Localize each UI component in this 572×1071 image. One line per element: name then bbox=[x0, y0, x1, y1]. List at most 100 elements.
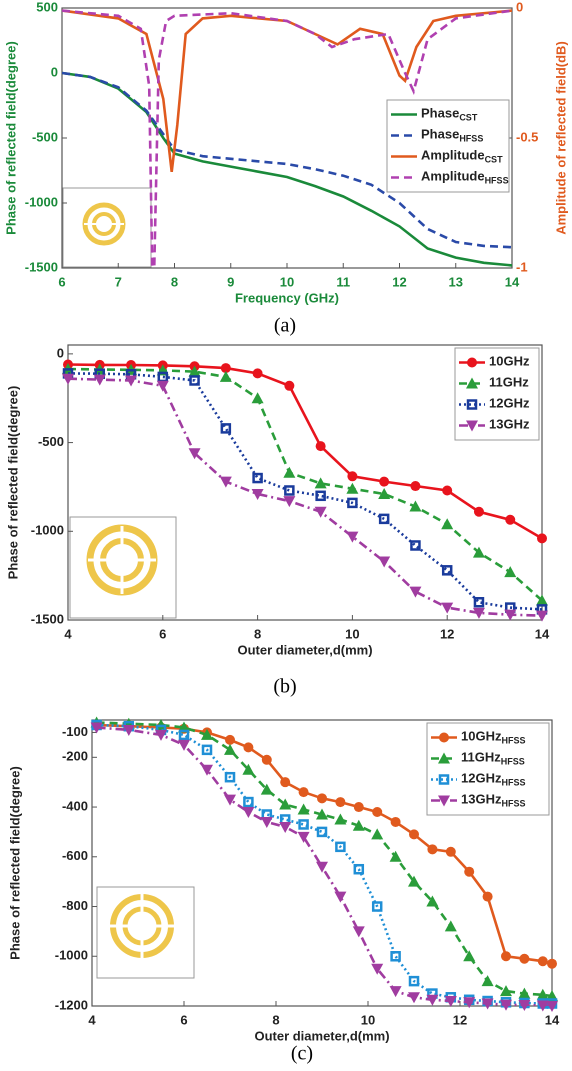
marker bbox=[279, 821, 292, 833]
marker bbox=[442, 485, 453, 496]
marker bbox=[224, 794, 236, 806]
x-tick-label: 11 bbox=[336, 274, 350, 289]
marker bbox=[298, 819, 309, 830]
marker bbox=[316, 808, 328, 820]
marker bbox=[280, 777, 291, 788]
legend-name: 13GHz bbox=[461, 792, 502, 807]
marker bbox=[315, 490, 326, 502]
y-tick-label: -800 bbox=[62, 898, 88, 913]
marker bbox=[352, 819, 365, 831]
marker bbox=[90, 722, 103, 734]
marker bbox=[243, 742, 254, 753]
y-tick-label: -1500 bbox=[31, 611, 64, 626]
y-tick-label: 0 bbox=[57, 345, 64, 360]
marker bbox=[472, 546, 485, 558]
marker bbox=[242, 807, 255, 819]
legend-subscript: CST bbox=[459, 113, 478, 123]
legend-subscript: HFSS bbox=[485, 176, 509, 186]
legend-name: 10GHz bbox=[489, 354, 530, 369]
chart: 4 6 8 10 12 14 0 -500 -1000 -1500 Outer diameter,d… bbox=[5, 344, 550, 698]
y-tick-label: -100 bbox=[62, 724, 88, 739]
caption: (a) bbox=[274, 315, 296, 337]
marker bbox=[500, 999, 512, 1011]
legend-label: PhaseHFSS bbox=[421, 127, 483, 144]
y-tick-label: -200 bbox=[62, 749, 88, 764]
x-tick-label: 8 bbox=[272, 1012, 279, 1027]
marker bbox=[314, 506, 327, 518]
x-tick-label: 8 bbox=[171, 274, 178, 289]
marker bbox=[334, 891, 347, 903]
marker bbox=[251, 489, 264, 501]
x-tick-label: 10 bbox=[345, 626, 359, 641]
marker bbox=[466, 420, 478, 432]
x-tick-label: 6 bbox=[159, 626, 166, 641]
y-tick-label: -1000 bbox=[55, 948, 88, 963]
marker bbox=[252, 472, 263, 484]
y-tick-label: 0 bbox=[51, 64, 58, 79]
marker bbox=[243, 796, 254, 808]
marker bbox=[537, 533, 547, 544]
marker bbox=[504, 609, 517, 621]
legend-label: 10GHzHFSS bbox=[461, 729, 525, 746]
inset-frame bbox=[62, 187, 152, 268]
legend-name: 10GHz bbox=[461, 729, 502, 744]
marker bbox=[297, 831, 310, 843]
x-tick-label: 4 bbox=[64, 626, 72, 641]
plot-frame bbox=[67, 344, 543, 621]
x-tick-label: 10 bbox=[280, 274, 294, 289]
marker bbox=[505, 514, 516, 525]
marker bbox=[504, 566, 517, 578]
marker bbox=[346, 482, 359, 494]
plot-frame bbox=[91, 719, 553, 1007]
y-tick-label: -1500 bbox=[25, 259, 58, 274]
marker bbox=[155, 729, 167, 741]
marker bbox=[315, 441, 326, 452]
legend-subscript: HFSS bbox=[501, 757, 525, 767]
marker bbox=[316, 861, 328, 873]
marker bbox=[466, 399, 478, 410]
inset-c bbox=[96, 886, 195, 979]
x-tick-label: 14 bbox=[535, 626, 550, 641]
series-line bbox=[62, 9, 512, 268]
marker bbox=[317, 793, 327, 804]
y-axis-label: Phase of reflected field(degree) bbox=[7, 766, 22, 960]
x-tick-label: 10 bbox=[361, 1012, 375, 1027]
inset-a bbox=[62, 187, 152, 268]
marker bbox=[518, 1000, 531, 1012]
marker bbox=[201, 728, 213, 740]
marker bbox=[444, 996, 457, 1008]
marker bbox=[260, 816, 273, 828]
marker bbox=[251, 392, 264, 404]
marker bbox=[390, 951, 401, 962]
caption: (b) bbox=[273, 676, 296, 698]
marker bbox=[408, 992, 420, 1004]
marker bbox=[445, 846, 456, 857]
legend-name: Amplitude bbox=[421, 148, 485, 163]
marker bbox=[260, 783, 273, 795]
y2-tick-label: -1 bbox=[516, 259, 528, 274]
x-axis-label: Frequency (GHz) bbox=[235, 290, 339, 305]
y-tick-label: -1000 bbox=[31, 523, 64, 538]
marker bbox=[410, 540, 421, 551]
legend-subscript: HFSS bbox=[501, 736, 525, 746]
marker bbox=[438, 774, 450, 785]
marker bbox=[518, 987, 531, 999]
marker bbox=[188, 365, 201, 377]
marker bbox=[473, 597, 485, 608]
marker bbox=[189, 375, 200, 386]
x-tick-label: 13 bbox=[449, 274, 463, 289]
marker bbox=[334, 813, 347, 825]
marker bbox=[441, 602, 454, 614]
marker bbox=[371, 828, 384, 840]
marker bbox=[225, 734, 235, 745]
x-tick-label: 9 bbox=[227, 274, 234, 289]
marker bbox=[481, 998, 494, 1010]
legend-name: Phase bbox=[421, 127, 459, 142]
marker bbox=[283, 496, 296, 508]
x-axis-label: Outer diameter,d(mm) bbox=[254, 1028, 389, 1043]
y-axis-label: Phase of reflected field(degree) bbox=[3, 41, 18, 235]
marker bbox=[467, 357, 477, 368]
